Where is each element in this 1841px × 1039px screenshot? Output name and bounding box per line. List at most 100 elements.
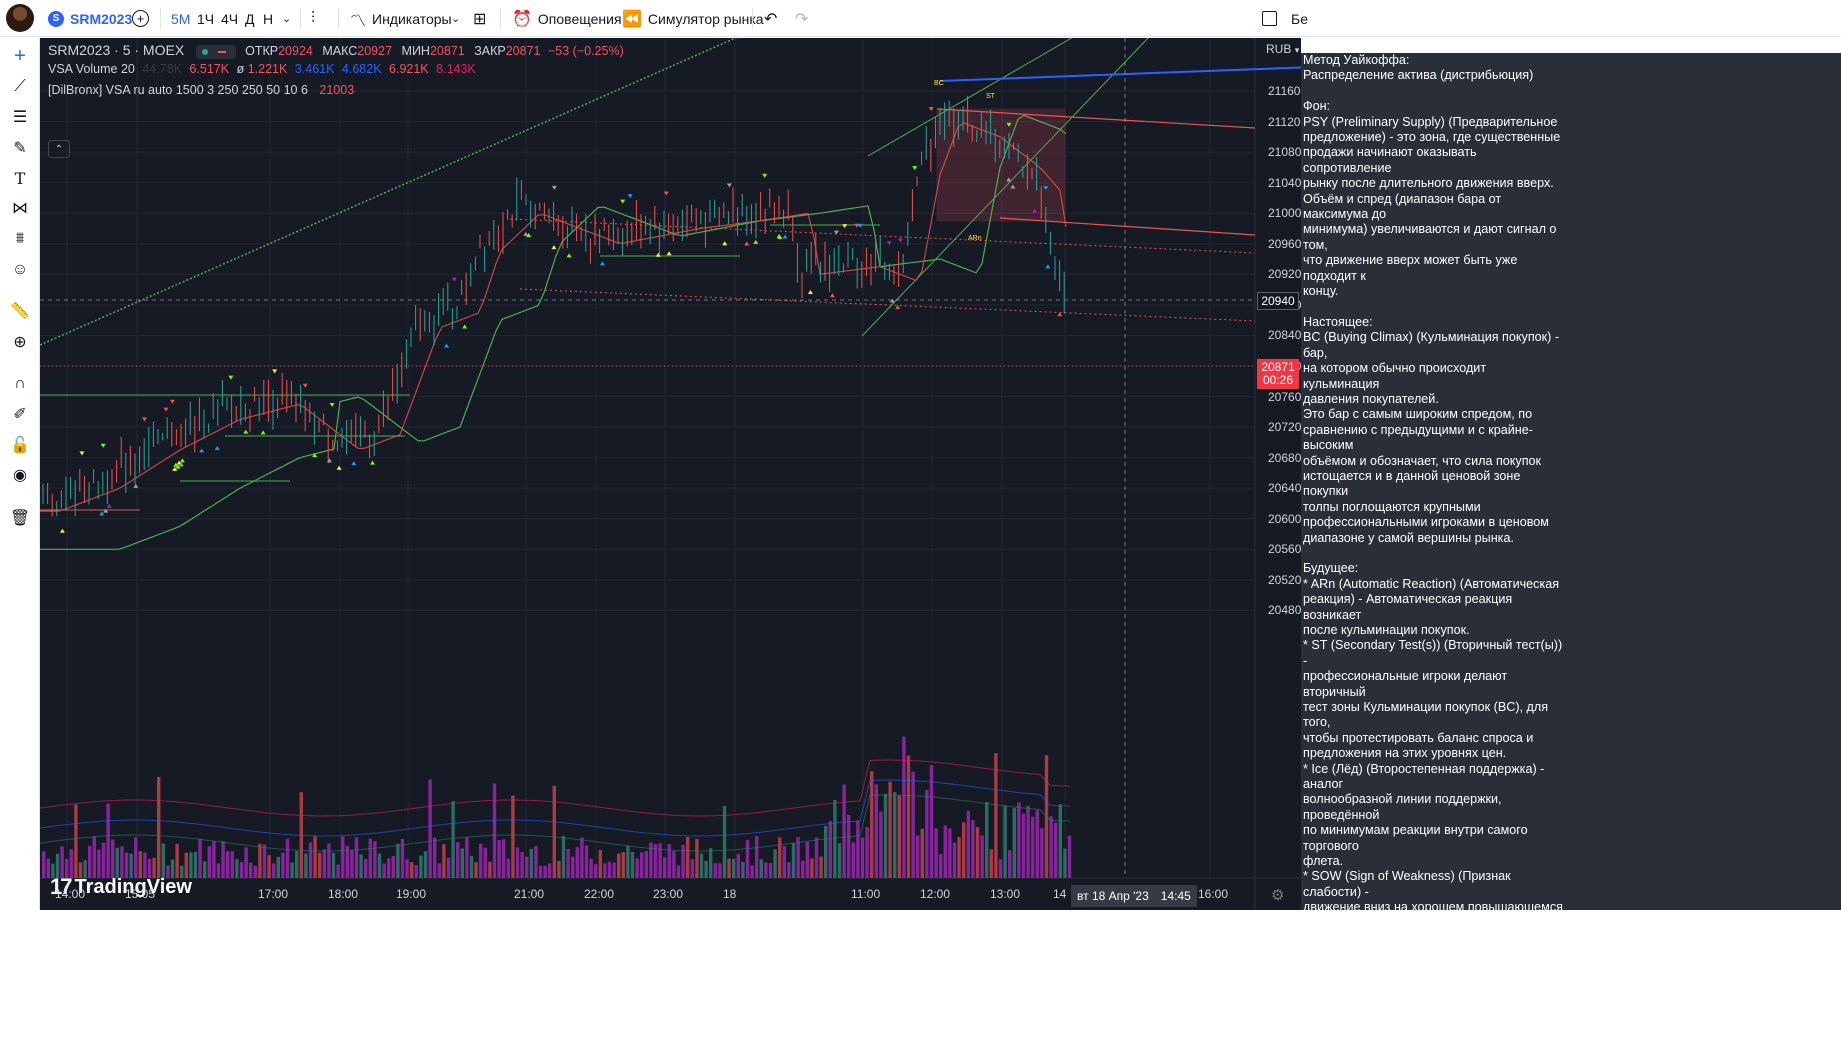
tab-timeframe-day[interactable]: Д	[245, 0, 254, 37]
indicators-icon: 〽	[350, 12, 367, 30]
magnet-tool-button[interactable]: ∩	[6, 370, 34, 398]
volume-bar	[704, 860, 708, 878]
volume-bar	[423, 851, 428, 878]
text-tool-button[interactable]: T	[6, 164, 34, 192]
zoom-tool-button[interactable]: ⊕	[6, 328, 34, 356]
volume-bar	[1067, 835, 1072, 878]
volume-bar	[580, 837, 584, 878]
tab-timeframe-1h[interactable]: 1Ч	[197, 0, 214, 37]
volume-bar	[249, 862, 253, 878]
volume-bar	[419, 855, 423, 878]
crosshair-tool-button[interactable]: +	[6, 42, 34, 70]
trend-line-tool-button[interactable]: ⟋	[6, 73, 34, 101]
volume-bar	[74, 804, 78, 878]
volume-bar	[805, 842, 809, 878]
last-price: 20871	[1261, 360, 1295, 374]
indicators-button[interactable]: 〽 Индикаторы	[350, 0, 452, 37]
tab-timeframe-4h[interactable]: 4Ч	[221, 0, 238, 37]
volume-bar	[667, 844, 671, 878]
icons-tool-button[interactable]: ☺	[6, 256, 34, 284]
redo-button[interactable]: ↷	[795, 0, 808, 37]
volume-bar	[989, 849, 993, 878]
volume-bar	[147, 858, 152, 878]
note-line: давления покупателей.	[1303, 391, 1439, 406]
stay-drawing-button[interactable]: ✐	[6, 400, 34, 428]
brush-tool-button[interactable]: ✎	[6, 134, 34, 162]
undo-button[interactable]: ↶	[764, 0, 777, 37]
compare-symbol-button[interactable]: +	[132, 0, 149, 37]
volume-bar	[952, 842, 957, 878]
remove-drawings-button[interactable]: 🗑	[6, 504, 34, 532]
volume-bar	[327, 843, 331, 878]
symbol-search-button[interactable]: S SRM2023	[48, 0, 132, 37]
prediction-tool-button[interactable]: ⩩	[6, 225, 34, 253]
timeframe-dropdown[interactable]: ⌄	[282, 0, 291, 37]
volume-bar	[1031, 816, 1035, 878]
volume-bar	[1040, 828, 1044, 878]
signal-marker	[895, 304, 901, 309]
volume-bar	[847, 815, 851, 878]
magnet-icon: ∩	[14, 375, 26, 392]
vsa-auto-legend[interactable]: [DilBronx] VSA ru auto 1500 3 250 250 50…	[48, 83, 354, 97]
volume-bar	[184, 852, 188, 878]
volume-bar	[681, 844, 685, 878]
chart-pane[interactable]: BC ST ARn SRM2023 · 5 · MOEX ОТКР20924 М…	[40, 38, 1301, 910]
volume-bar	[538, 865, 543, 878]
fib-tool-button[interactable]: ☰	[6, 103, 34, 131]
note-line: * SOW (Sign of Weakness) (Признак слабос…	[1303, 869, 1511, 899]
volume-bar	[474, 862, 478, 878]
chart-type-button[interactable]: ⫶	[311, 0, 315, 37]
currency-selector[interactable]: RUB ▾	[1266, 42, 1299, 56]
signal-marker	[175, 464, 181, 469]
volume-bar	[216, 863, 221, 878]
indicators-dropdown[interactable]: ⌄	[451, 0, 460, 37]
series-visibility-toggle[interactable]	[195, 44, 236, 59]
replay-button[interactable]: ⏪ Симулятор рынка	[622, 0, 764, 37]
volume-bar	[166, 865, 170, 878]
volume-bar	[106, 803, 110, 878]
indicator-value: 4.682K	[341, 62, 382, 76]
legend-collapse-button[interactable]: ⌃	[48, 140, 70, 158]
note-line: объёмом и обозначает, что сила покупок	[1303, 453, 1542, 468]
time-scale-label: 23:00	[653, 887, 684, 901]
time-scale-label: 16:00	[1198, 887, 1229, 901]
volume-bar	[529, 848, 533, 878]
layouts-button[interactable]: ⊞	[473, 0, 486, 37]
unlock-icon: 🔓	[10, 437, 30, 454]
tab-timeframe-5m[interactable]: 5M	[171, 0, 190, 37]
fullscreen-button[interactable]	[1262, 0, 1277, 37]
alerts-button[interactable]: ⏰ Оповещения	[512, 0, 622, 37]
volume-average-line	[40, 794, 1071, 852]
note-text: Метод Уайкоффа: Распределение актива (дис…	[1303, 53, 1565, 1039]
crosshair-price-tag: 20940	[1257, 292, 1299, 310]
volume-bar	[686, 837, 690, 878]
resistance-line	[936, 108, 1256, 129]
hide-drawings-button[interactable]: ◉	[6, 461, 34, 489]
volume-bar	[1058, 804, 1062, 878]
pattern-tool-button[interactable]: ⋈	[6, 194, 34, 222]
ruler-tool-button[interactable]: 📏	[6, 297, 34, 325]
tab-timeframe-week[interactable]: Н	[263, 0, 273, 37]
lock-drawings-button[interactable]: 🔓	[6, 431, 34, 459]
chart-canvas[interactable]: BC ST ARn	[40, 38, 1301, 910]
volume-bar	[548, 863, 552, 878]
wyckoff-note-panel[interactable]: Метод Уайкоффа: Распределение актива (дис…	[1301, 53, 1841, 1038]
volume-bar	[203, 861, 207, 878]
time-scale-label: 18:00	[328, 887, 359, 901]
signal-marker	[79, 451, 85, 456]
volume-bar	[810, 858, 814, 878]
tradingview-watermark[interactable]: 17 TradingView	[50, 874, 192, 900]
user-avatar[interactable]	[6, 4, 34, 32]
chevron-down-icon: ⌄	[451, 13, 461, 25]
note-line: профессиональными игроками в ценовом	[1303, 515, 1549, 530]
signal-marker	[753, 239, 759, 244]
volume-bar	[442, 844, 446, 878]
trash-icon: 🗑	[9, 510, 31, 527]
volume-bar	[911, 771, 915, 878]
price-scale-label: 20920	[1268, 267, 1301, 282]
vsa-volume-legend[interactable]: VSA Volume 20 44.78K 6.517K ø 1.221K 3.4…	[48, 62, 476, 76]
main-series-legend[interactable]: SRM2023 · 5 · MOEX ОТКР20924 МАКС20927 М…	[48, 42, 624, 59]
chart-settings-button[interactable]: ⚙	[1271, 886, 1284, 904]
volume-bar	[180, 865, 184, 878]
close-value: 20871	[505, 44, 541, 58]
